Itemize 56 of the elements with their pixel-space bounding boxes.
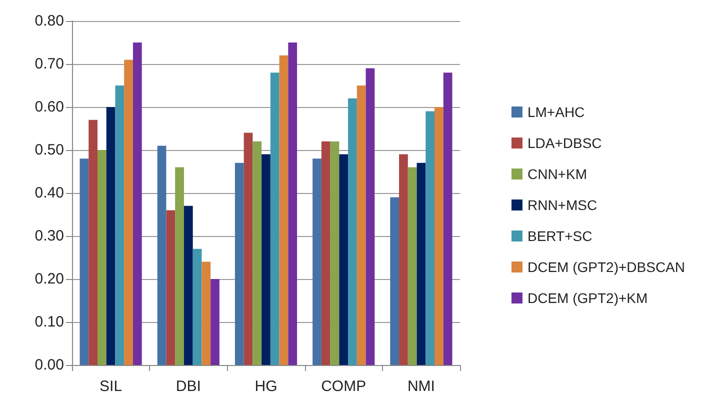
legend-label: RNN+MSC	[527, 197, 598, 213]
bar	[115, 86, 124, 365]
legend-label: DCEM (GPT2)+KM	[527, 290, 648, 306]
bar	[270, 72, 280, 365]
bar	[443, 72, 452, 365]
y-tick-label: 0.60	[34, 98, 64, 116]
legend-label: BERT+SC	[527, 228, 592, 244]
bar	[330, 141, 340, 365]
bar	[399, 154, 408, 365]
bar	[192, 248, 202, 365]
bar	[252, 141, 262, 365]
bar	[408, 167, 417, 365]
bar	[234, 162, 244, 365]
bar	[210, 279, 220, 365]
bar	[88, 120, 98, 365]
legend-label: DCEM (GPT2)+DBSCAN	[527, 259, 686, 275]
bar	[97, 150, 106, 365]
y-tick-label: 0.20	[34, 270, 64, 288]
legend-label: LM+AHC	[527, 104, 585, 120]
bar	[426, 111, 435, 365]
bar	[321, 141, 330, 365]
bar	[80, 158, 89, 365]
bar	[202, 262, 211, 365]
bar	[366, 68, 375, 365]
bar	[175, 167, 184, 365]
y-tick-label: 0.50	[34, 142, 64, 158]
bar	[184, 206, 193, 365]
bar	[157, 146, 166, 365]
y-tick-label: 0.00	[34, 356, 64, 374]
bar	[390, 197, 400, 365]
bar	[416, 162, 426, 365]
x-tick-label: COMP	[321, 378, 366, 395]
x-tick-label: SIL	[100, 378, 122, 395]
bar	[166, 210, 176, 365]
bar	[356, 86, 366, 365]
bar	[262, 154, 270, 365]
bar	[132, 42, 142, 365]
y-tick-label: 0.30	[34, 228, 64, 244]
bar	[339, 154, 348, 365]
bar	[288, 42, 298, 365]
bar	[348, 98, 357, 365]
bar	[244, 132, 253, 365]
bar	[279, 55, 288, 365]
y-tick-label: 0.10	[34, 314, 64, 330]
y-tick-label: 0.70	[34, 56, 64, 72]
bar	[106, 107, 116, 365]
legend-label: CNN+KM	[527, 166, 587, 182]
bar	[434, 107, 444, 365]
y-tick-label: 0.40	[34, 184, 64, 202]
x-tick-label: HG	[254, 378, 278, 395]
bar	[124, 60, 133, 365]
bar	[312, 158, 322, 365]
x-tick-label: NMI	[407, 378, 435, 395]
legend-label: LDA+DBSC	[527, 135, 602, 151]
y-tick-label: 0.80	[34, 12, 64, 30]
x-tick-label: DBI	[176, 378, 201, 395]
